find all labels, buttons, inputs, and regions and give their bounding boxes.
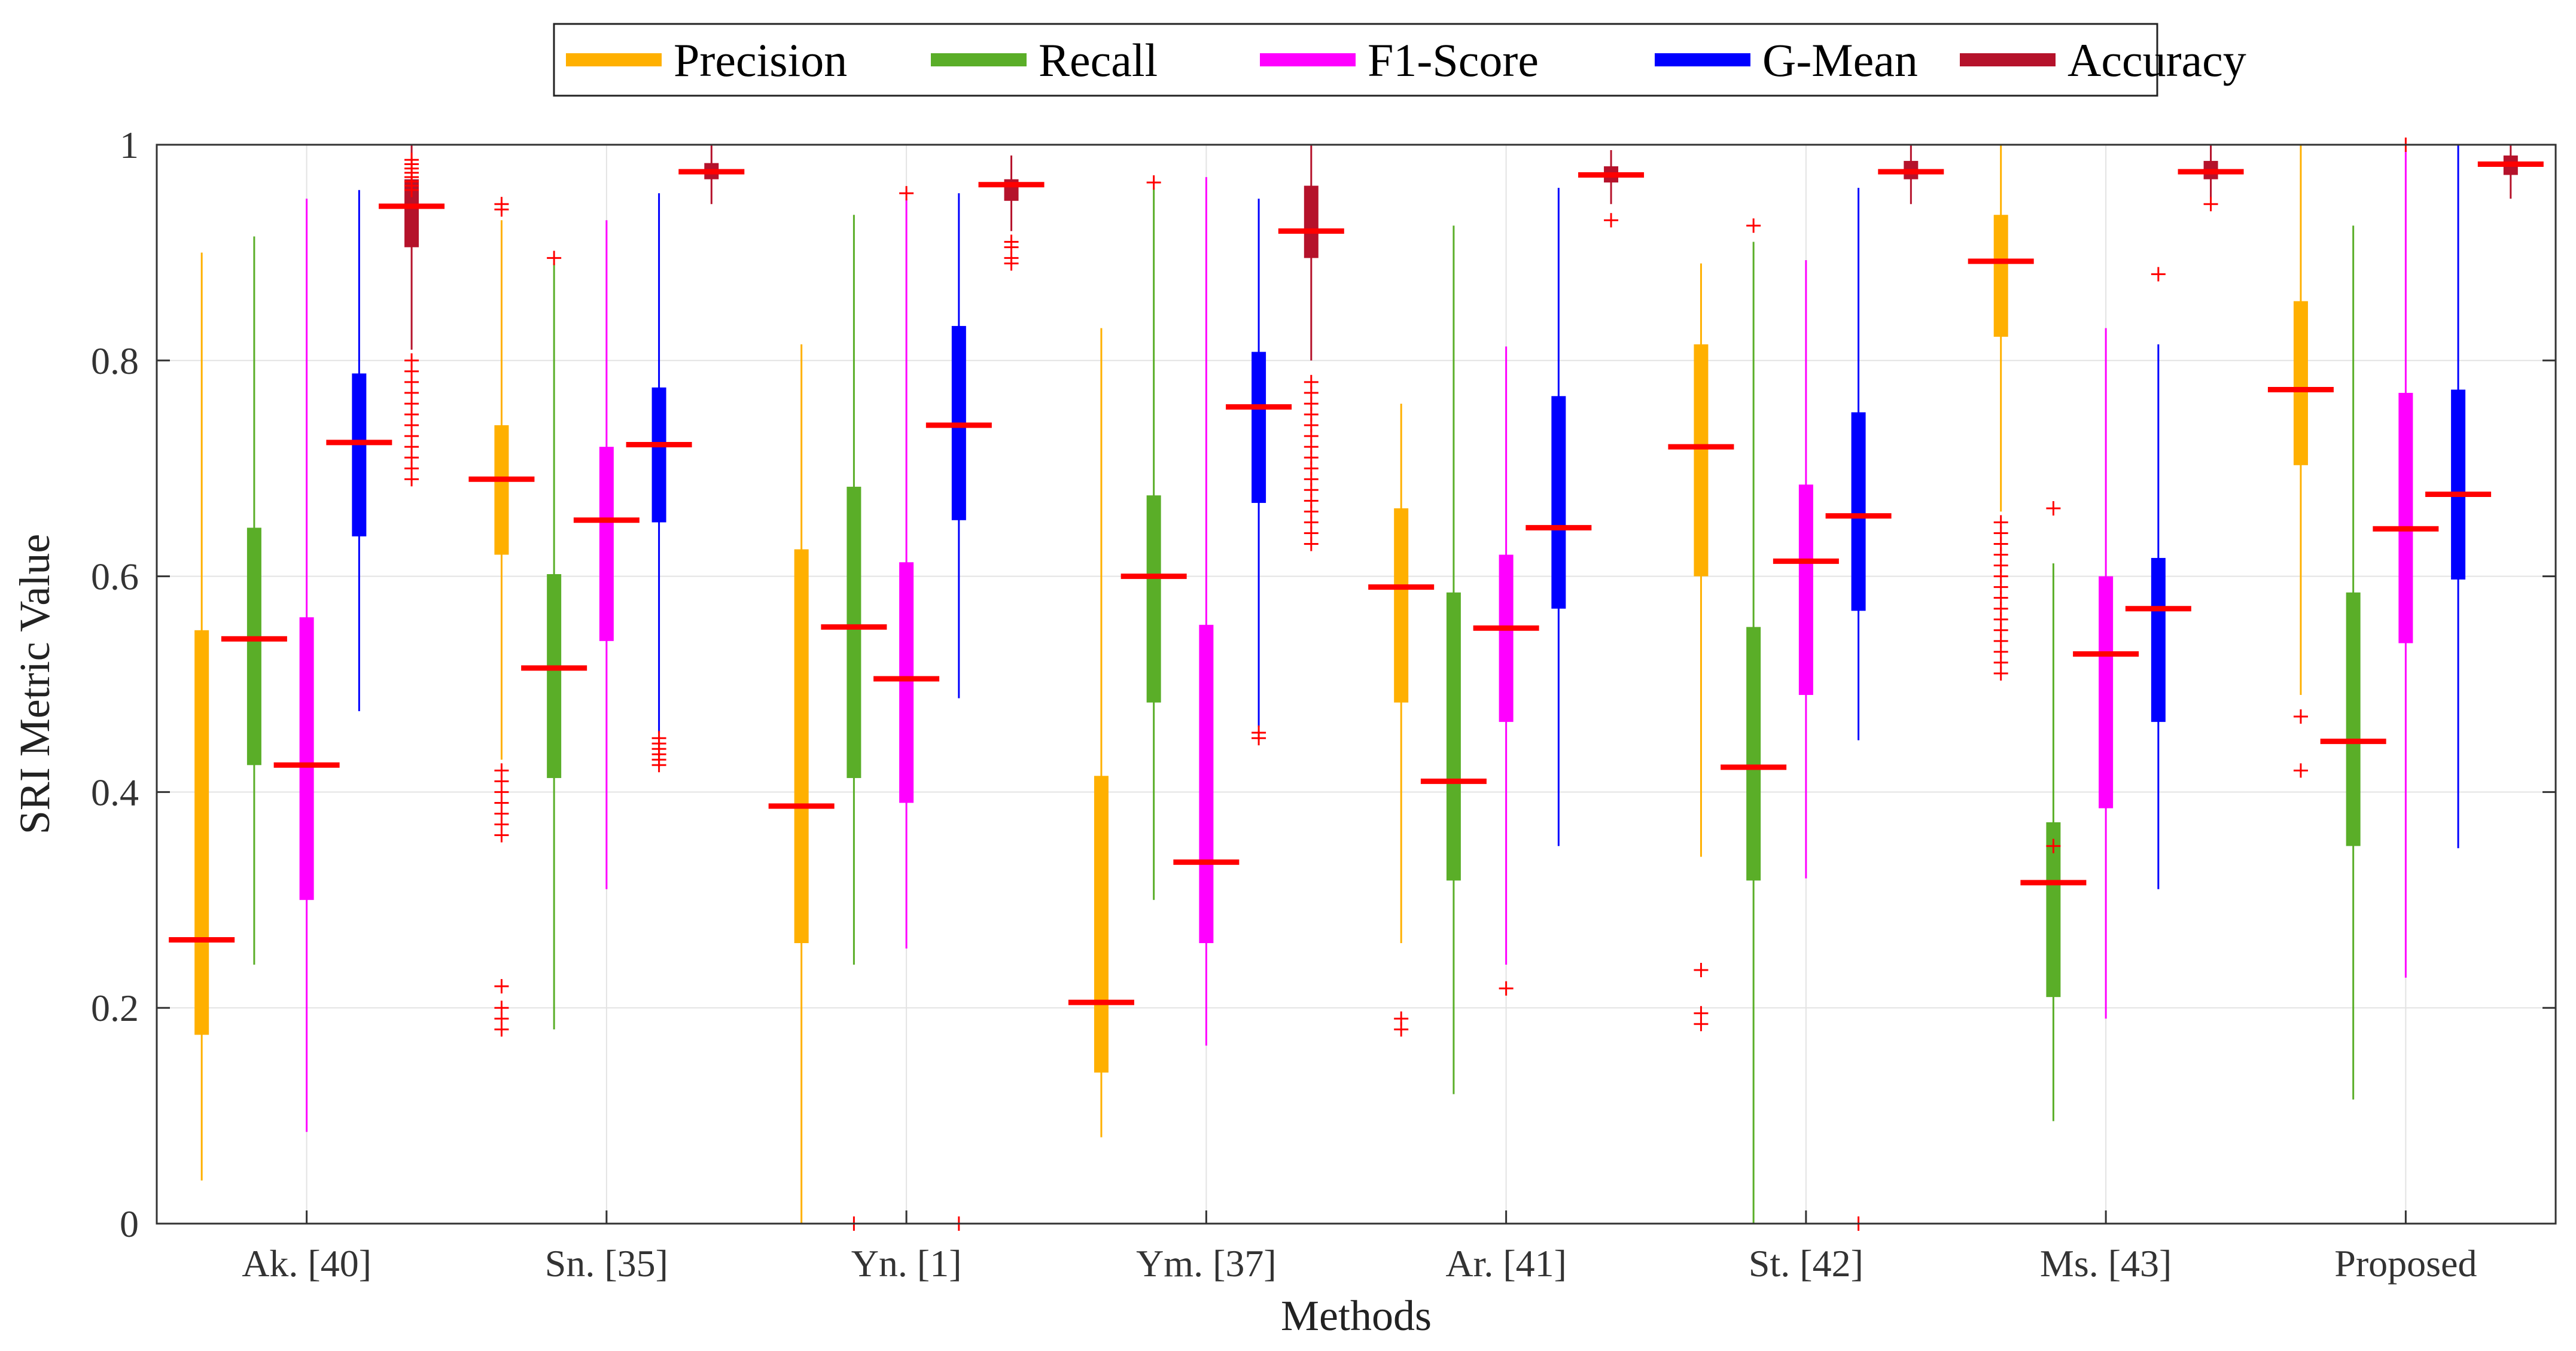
box (1551, 396, 1566, 609)
outlier-marker (547, 251, 562, 266)
box (2346, 592, 2361, 846)
x-tick-label: Ym. [37] (1136, 1242, 1277, 1285)
outlier-marker (2151, 267, 2166, 282)
box (1851, 412, 1866, 611)
legend: Precision Recall F1-Score G-Mean Accuracy (553, 23, 2246, 97)
outlier-marker (494, 1001, 509, 1015)
x-tick-label: St. [42] (1749, 1242, 1864, 1285)
box (194, 630, 209, 1035)
legend-label: Accuracy (2068, 34, 2246, 86)
box (2451, 389, 2466, 580)
box (1199, 624, 1214, 943)
y-tick-label: 1 (120, 124, 139, 166)
box (2151, 557, 2166, 722)
x-tick-label: Proposed (2334, 1242, 2477, 1285)
box (1746, 627, 1761, 881)
outlier-marker (1694, 963, 1709, 978)
outlier-marker (1252, 725, 1266, 740)
outlier-marker (1604, 213, 1619, 228)
box (794, 549, 809, 943)
box (1993, 215, 2008, 337)
outlier-marker (494, 763, 509, 778)
outlier-marker (494, 979, 509, 994)
x-axis-ticks: Ak. [40] Sn. [35] Yn. [1] Ym. [37] Ar. [41] S… (242, 1210, 2477, 1285)
y-tick-label: 0.2 (91, 987, 139, 1029)
box (599, 447, 614, 641)
y-tick-label: 0.4 (91, 771, 139, 813)
box (1499, 554, 1514, 722)
y-axis-ticks: 0 0.2 0.4 0.6 0.8 1 (91, 124, 2556, 1245)
x-tick-label: Ak. [40] (242, 1242, 372, 1285)
outlier-marker (404, 353, 419, 368)
box (847, 486, 861, 778)
outlier-marker (494, 197, 509, 212)
box (1304, 185, 1319, 258)
outlier-marker (1746, 218, 1761, 233)
legend-label: G-Mean (1762, 34, 1918, 86)
outlier-marker (1304, 374, 1319, 389)
box (1394, 508, 1409, 703)
x-tick-label: Ms. [43] (2040, 1242, 2172, 1285)
outlier-marker (1694, 1006, 1709, 1021)
box (899, 562, 914, 803)
outlier-marker (2203, 197, 2218, 212)
box-marks (169, 138, 2544, 1231)
box (2293, 301, 2308, 465)
legend-label: F1-Score (1368, 34, 1539, 86)
box (1094, 776, 1109, 1073)
series-precision (169, 145, 2334, 1224)
series-accuracy (379, 145, 2544, 551)
outlier-marker (1146, 175, 1161, 190)
box (494, 425, 509, 555)
outlier-marker (2046, 501, 2061, 516)
outlier-marker (651, 731, 666, 746)
outlier-marker (2046, 838, 2061, 853)
x-tick-label: Yn. [1] (851, 1242, 962, 1285)
box (1446, 592, 1461, 881)
plot-frame (156, 144, 2557, 1225)
series-f1-score (273, 138, 2439, 1132)
y-tick-label: 0.8 (91, 340, 139, 382)
box (299, 617, 314, 900)
outlier-marker (1499, 981, 1514, 996)
box (651, 387, 666, 523)
x-axis-label: Methods (1281, 1292, 1432, 1340)
y-axis-label: SRI Metric Value (11, 534, 59, 835)
outlier-marker (1993, 515, 2008, 530)
box (1798, 484, 1813, 696)
legend-label: Precision (674, 34, 847, 86)
x-tick-label: Sn. [35] (545, 1242, 668, 1285)
series-g-mean (326, 145, 2492, 1231)
box (547, 574, 562, 778)
box (352, 373, 367, 536)
box (2398, 392, 2413, 644)
x-tick-label: Ar. [41] (1445, 1242, 1567, 1285)
box (1252, 352, 1266, 503)
y-tick-label: 0 (120, 1203, 139, 1245)
box (246, 527, 261, 766)
box (1694, 344, 1709, 577)
outlier-marker (404, 153, 419, 167)
box (2099, 576, 2114, 809)
outlier-marker (899, 186, 914, 201)
outlier-marker (2293, 763, 2308, 778)
outlier-marker (1004, 234, 1019, 249)
outlier-marker (1394, 1011, 1409, 1026)
y-tick-label: 0.6 (91, 556, 139, 598)
box (1146, 495, 1161, 703)
outlier-marker (2293, 709, 2308, 724)
plot-area (157, 145, 2556, 1224)
series-recall (221, 175, 2386, 1231)
legend-label: Recall (1039, 34, 1158, 86)
